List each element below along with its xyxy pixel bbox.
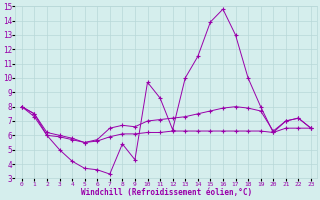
X-axis label: Windchill (Refroidissement éolien,°C): Windchill (Refroidissement éolien,°C) [81,188,252,197]
